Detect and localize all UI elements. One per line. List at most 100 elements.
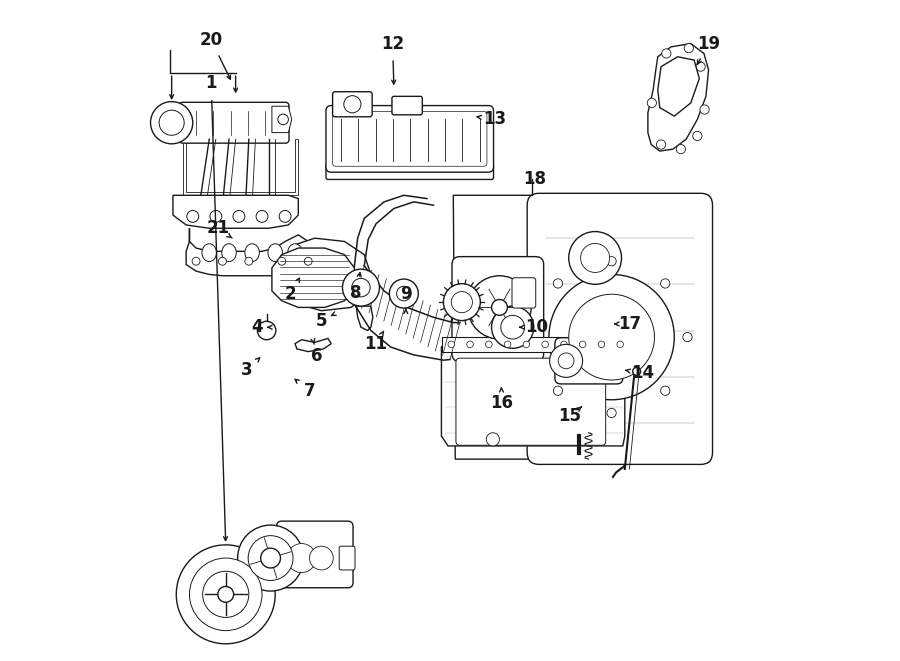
Text: 14: 14: [631, 364, 654, 382]
Circle shape: [202, 571, 248, 617]
Circle shape: [554, 279, 562, 288]
Circle shape: [607, 408, 616, 418]
Circle shape: [352, 278, 370, 297]
Circle shape: [491, 299, 508, 315]
Text: 13: 13: [483, 110, 507, 128]
Circle shape: [616, 341, 624, 348]
Circle shape: [150, 102, 193, 144]
Circle shape: [248, 535, 293, 580]
Circle shape: [468, 276, 531, 339]
Text: 1: 1: [205, 74, 217, 92]
Polygon shape: [183, 139, 298, 195]
Circle shape: [580, 243, 609, 272]
Circle shape: [219, 257, 227, 265]
Polygon shape: [173, 195, 298, 228]
Circle shape: [390, 279, 418, 308]
Circle shape: [661, 279, 670, 288]
Circle shape: [278, 114, 288, 125]
Circle shape: [661, 386, 670, 395]
Text: 4: 4: [251, 318, 263, 336]
Polygon shape: [441, 338, 625, 446]
Circle shape: [245, 257, 253, 265]
Circle shape: [523, 341, 530, 348]
Polygon shape: [186, 228, 318, 276]
Circle shape: [261, 548, 281, 568]
FancyBboxPatch shape: [555, 338, 623, 384]
Circle shape: [684, 44, 693, 53]
FancyBboxPatch shape: [442, 337, 626, 352]
Circle shape: [580, 341, 586, 348]
Circle shape: [598, 341, 605, 348]
FancyBboxPatch shape: [179, 102, 289, 143]
Ellipse shape: [288, 244, 302, 262]
Text: 16: 16: [490, 394, 513, 412]
FancyBboxPatch shape: [333, 92, 373, 117]
Circle shape: [633, 368, 641, 375]
Circle shape: [176, 545, 275, 644]
Circle shape: [210, 210, 221, 222]
FancyBboxPatch shape: [333, 112, 487, 167]
Circle shape: [491, 306, 534, 348]
Ellipse shape: [245, 244, 259, 262]
Circle shape: [343, 269, 380, 306]
FancyBboxPatch shape: [326, 106, 493, 173]
FancyBboxPatch shape: [326, 164, 493, 179]
Text: 15: 15: [559, 407, 581, 425]
Text: 3: 3: [241, 361, 253, 379]
FancyBboxPatch shape: [512, 278, 535, 308]
Circle shape: [696, 62, 706, 71]
Circle shape: [500, 315, 525, 339]
Circle shape: [485, 341, 492, 348]
Circle shape: [700, 105, 709, 114]
Text: 7: 7: [304, 382, 316, 400]
Polygon shape: [284, 238, 371, 311]
Circle shape: [218, 586, 234, 602]
Circle shape: [279, 210, 291, 222]
Circle shape: [569, 294, 654, 380]
Circle shape: [448, 341, 454, 348]
Text: 5: 5: [316, 311, 327, 330]
Text: 10: 10: [526, 318, 549, 336]
Text: 12: 12: [381, 34, 404, 53]
Circle shape: [444, 284, 481, 321]
Ellipse shape: [221, 244, 237, 262]
Polygon shape: [454, 195, 710, 459]
Circle shape: [344, 96, 361, 113]
Circle shape: [287, 543, 316, 572]
Text: 21: 21: [206, 219, 230, 237]
Text: 18: 18: [523, 170, 546, 188]
Circle shape: [683, 332, 692, 342]
Circle shape: [256, 210, 268, 222]
Text: 6: 6: [311, 346, 322, 365]
Circle shape: [159, 110, 184, 136]
Circle shape: [192, 257, 200, 265]
Text: 11: 11: [364, 334, 388, 353]
Circle shape: [397, 286, 411, 301]
Circle shape: [676, 145, 686, 154]
Circle shape: [486, 433, 500, 446]
FancyBboxPatch shape: [456, 358, 606, 446]
Circle shape: [233, 210, 245, 222]
Circle shape: [662, 49, 671, 58]
Circle shape: [467, 341, 473, 348]
Circle shape: [257, 321, 276, 340]
Text: 2: 2: [284, 285, 296, 303]
Circle shape: [278, 257, 286, 265]
Polygon shape: [356, 306, 373, 330]
Text: 19: 19: [697, 34, 720, 53]
Circle shape: [504, 341, 511, 348]
Circle shape: [558, 353, 574, 369]
Circle shape: [656, 140, 666, 149]
Circle shape: [190, 558, 262, 631]
Circle shape: [549, 274, 674, 400]
Circle shape: [607, 256, 616, 266]
Circle shape: [693, 132, 702, 141]
FancyBboxPatch shape: [339, 546, 355, 570]
Circle shape: [451, 292, 472, 313]
Text: 8: 8: [350, 284, 362, 302]
Ellipse shape: [268, 244, 283, 262]
Circle shape: [561, 341, 567, 348]
Circle shape: [542, 341, 548, 348]
FancyBboxPatch shape: [527, 193, 713, 465]
Circle shape: [304, 257, 312, 265]
